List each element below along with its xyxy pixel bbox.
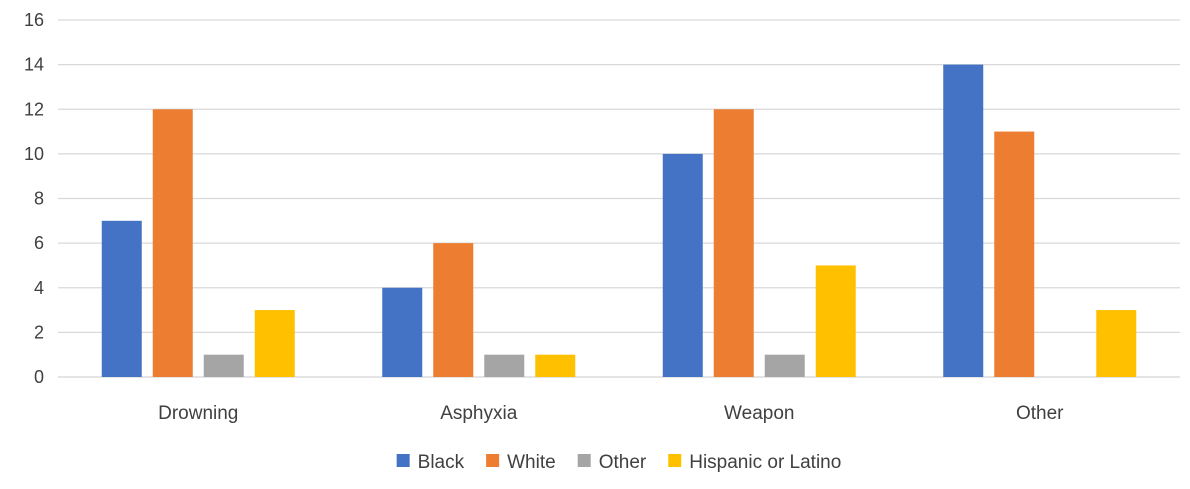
bar-hispanic-or-latino-drowning bbox=[254, 310, 295, 377]
bar-hispanic-or-latino-weapon bbox=[815, 265, 856, 377]
bar-black-drowning bbox=[101, 220, 142, 377]
bar-hispanic-or-latino-asphyxia bbox=[535, 354, 576, 377]
legend-item-hispanic-or-latino: Hispanic or Latino bbox=[668, 452, 841, 473]
y-axis-ticks: 0 2 4 6 8 10 12 14 16 bbox=[24, 10, 44, 387]
y-tick-label: 12 bbox=[24, 99, 44, 119]
bar-other-weapon bbox=[764, 354, 805, 377]
y-tick-label: 10 bbox=[24, 144, 44, 164]
y-tick-label: 16 bbox=[24, 10, 44, 30]
y-tick-label: 4 bbox=[34, 278, 44, 298]
bar-black-weapon bbox=[662, 153, 703, 377]
bar-hispanic-or-latino-other bbox=[1096, 310, 1137, 377]
legend-label: Other bbox=[599, 452, 647, 473]
legend-item-black: Black bbox=[396, 452, 465, 473]
legend: Black White Other Hispanic or Latino bbox=[396, 452, 841, 473]
legend-swatch bbox=[396, 454, 410, 467]
bar-white-other bbox=[994, 131, 1035, 377]
gridlines bbox=[58, 19, 1180, 378]
y-tick-label: 2 bbox=[34, 322, 44, 342]
bar-other-drowning bbox=[203, 354, 244, 377]
bar-black-other bbox=[943, 64, 984, 377]
y-tick-label: 14 bbox=[24, 55, 44, 75]
legend-label: White bbox=[507, 452, 556, 473]
x-tick-label: Other bbox=[1016, 403, 1064, 424]
legend-swatch bbox=[486, 454, 500, 467]
legend-label: Hispanic or Latino bbox=[689, 452, 841, 473]
y-tick-label: 0 bbox=[34, 367, 44, 387]
bar-white-weapon bbox=[713, 109, 754, 377]
bar-white-asphyxia bbox=[433, 243, 474, 377]
y-tick-label: 6 bbox=[34, 233, 44, 253]
x-axis-ticks: Drowning Asphyxia Weapon Other bbox=[158, 403, 1064, 424]
legend-label: Black bbox=[418, 452, 465, 473]
bar-black-asphyxia bbox=[382, 287, 423, 377]
legend-item-white: White bbox=[486, 452, 556, 473]
legend-item-other: Other bbox=[577, 452, 647, 473]
x-tick-label: Weapon bbox=[724, 403, 794, 424]
x-tick-label: Asphyxia bbox=[440, 403, 518, 424]
y-tick-label: 8 bbox=[34, 189, 44, 209]
bar-white-drowning bbox=[152, 109, 193, 377]
bar-other-asphyxia bbox=[484, 354, 525, 377]
legend-swatch bbox=[668, 454, 682, 467]
legend-swatch bbox=[577, 454, 591, 467]
x-tick-label: Drowning bbox=[158, 403, 238, 424]
bars bbox=[101, 64, 1137, 377]
